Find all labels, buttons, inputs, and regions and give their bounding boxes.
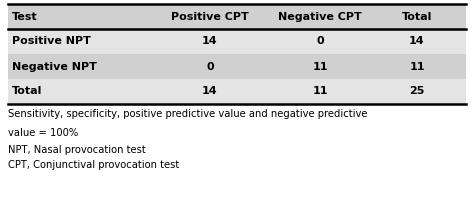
- Bar: [8, 54, 466, 79]
- Text: Sensitivity, specificity, positive predictive value and negative predictive: Sensitivity, specificity, positive predi…: [8, 109, 367, 119]
- Text: value = 100%: value = 100%: [8, 128, 78, 138]
- Bar: [8, 29, 466, 54]
- Text: Total: Total: [12, 86, 42, 96]
- Text: 14: 14: [202, 86, 218, 96]
- Bar: [8, 4, 466, 29]
- Text: Total: Total: [402, 11, 432, 21]
- Text: Positive CPT: Positive CPT: [171, 11, 249, 21]
- Text: NPT, Nasal provocation test: NPT, Nasal provocation test: [8, 145, 146, 155]
- Text: 14: 14: [409, 36, 425, 46]
- Text: Test: Test: [12, 11, 37, 21]
- Text: Negative CPT: Negative CPT: [278, 11, 362, 21]
- Bar: [8, 79, 466, 104]
- Text: 11: 11: [312, 86, 328, 96]
- Text: 11: 11: [312, 61, 328, 71]
- Text: 11: 11: [409, 61, 425, 71]
- Text: CPT, Conjunctival provocation test: CPT, Conjunctival provocation test: [8, 160, 179, 170]
- Text: Negative NPT: Negative NPT: [12, 61, 97, 71]
- Text: 25: 25: [410, 86, 425, 96]
- Text: Positive NPT: Positive NPT: [12, 36, 91, 46]
- Text: 0: 0: [316, 36, 324, 46]
- Text: 14: 14: [202, 36, 218, 46]
- Text: 0: 0: [206, 61, 214, 71]
